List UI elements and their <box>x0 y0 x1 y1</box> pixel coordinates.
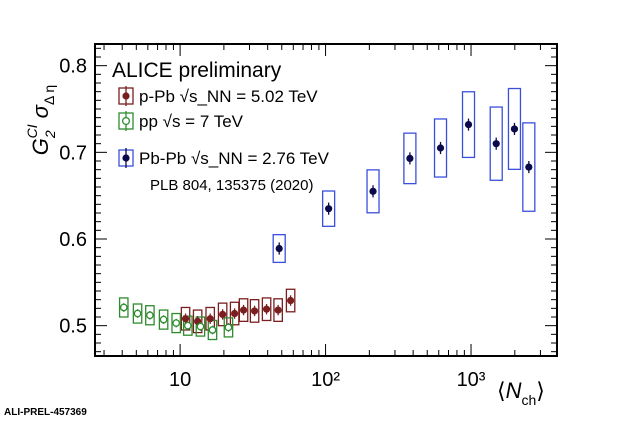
legend-label-ppb: p-Pb √s_NN = 5.02 TeV <box>139 87 318 106</box>
data-point <box>250 307 259 315</box>
y-tick-label: 0.8 <box>59 56 87 78</box>
y-tick-label: 0.6 <box>59 229 87 251</box>
legend-marker-pp <box>121 116 131 126</box>
data-point <box>325 205 333 213</box>
reference-label: PLB 804, 135375 (2020) <box>150 177 313 194</box>
data-point <box>119 303 128 312</box>
data-point <box>231 309 239 318</box>
systematic-box <box>489 106 503 181</box>
systematic-box <box>158 309 169 330</box>
legend-label-pp: pp √s = 7 TeV <box>139 112 244 131</box>
legend-marker-pbpb <box>122 154 130 162</box>
systematic-box <box>195 316 206 337</box>
y-tick-label: 0.5 <box>59 316 87 338</box>
data-point <box>146 311 154 320</box>
data-point <box>172 319 181 327</box>
x-tick-label: 10 <box>169 369 191 391</box>
systematic-box <box>223 317 234 338</box>
data-point <box>406 154 414 162</box>
y-tick-label: 0.7 <box>59 142 87 164</box>
systematic-box <box>192 309 203 334</box>
systematic-box <box>433 118 448 178</box>
tick-labels: 0.5 0.6 0.7 0.8 10 10² 10³ <box>59 56 486 391</box>
x-tick-label: 10³ <box>457 369 486 391</box>
systematic-box <box>171 312 182 334</box>
data-points <box>119 118 533 335</box>
legend-item-pbpb: Pb-Pb √s_NN = 2.76 TeV <box>118 148 330 168</box>
data-point <box>183 321 192 330</box>
systematic-box <box>145 305 155 326</box>
data-point <box>239 306 248 314</box>
legend: p-Pb √s_NN = 5.02 TeV pp √s = 7 TeV Pb-P… <box>118 86 330 194</box>
systematic-box <box>461 91 476 159</box>
systematic-box <box>261 297 272 322</box>
x-axis-label: ⟨Nch⟩ <box>497 378 545 408</box>
systematic-box <box>321 190 336 227</box>
data-point <box>133 309 142 318</box>
systematic-box <box>272 234 286 264</box>
systematic-box <box>217 302 228 327</box>
y-axis-label: G2CIσΔ η <box>24 85 58 155</box>
data-point <box>196 322 205 331</box>
data-point <box>275 244 283 253</box>
systematic-box <box>285 288 296 313</box>
legend-marker-ppb <box>122 92 130 100</box>
systematic-box <box>180 306 191 331</box>
data-point <box>206 315 214 323</box>
legend-item-ppb: p-Pb √s_NN = 5.02 TeV <box>118 86 318 106</box>
data-point <box>287 296 295 305</box>
data-point <box>525 163 533 171</box>
data-point <box>492 140 500 148</box>
data-point <box>510 125 519 133</box>
systematic-box <box>273 298 283 322</box>
data-point <box>208 326 217 334</box>
axis-ticks <box>95 44 557 356</box>
data-point <box>224 323 233 332</box>
x-tick-label: 10² <box>311 369 340 391</box>
systematic-box <box>238 298 249 322</box>
systematic-boxes <box>118 87 536 341</box>
systematic-box <box>522 122 536 212</box>
systematic-box <box>118 297 129 318</box>
preliminary-id-label: ALI-PREL-457369 <box>4 407 87 418</box>
data-point <box>464 121 473 129</box>
systematic-box <box>507 87 522 170</box>
data-point <box>159 315 168 324</box>
systematic-box <box>249 299 260 323</box>
data-point <box>219 310 227 318</box>
data-point <box>369 187 377 195</box>
systematic-box <box>403 132 417 185</box>
systematic-box <box>132 303 143 324</box>
legend-item-pp: pp √s = 7 TeV <box>118 111 244 131</box>
systematic-box <box>366 169 380 214</box>
data-point <box>436 144 445 152</box>
data-point <box>262 305 271 313</box>
legend-label-pbpb: Pb-Pb √s_NN = 2.76 TeV <box>139 149 330 168</box>
data-point <box>181 315 190 323</box>
data-point <box>274 306 282 314</box>
chart-title: ALICE preliminary <box>112 59 282 82</box>
